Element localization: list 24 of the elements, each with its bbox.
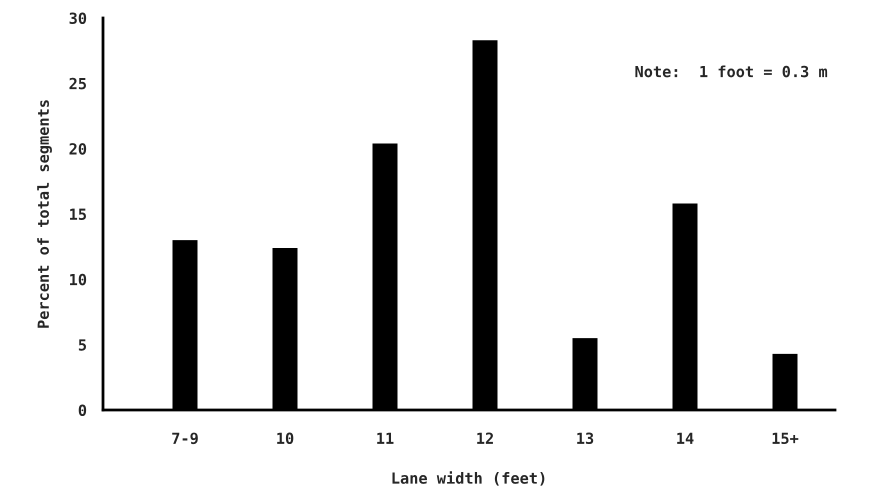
annotation: Note: 1 foot = 0.3 m bbox=[635, 65, 828, 78]
y-tick-label: 15 bbox=[70, 208, 86, 220]
bar bbox=[372, 143, 398, 410]
bar bbox=[572, 338, 598, 410]
bar bbox=[472, 40, 498, 410]
y-tick-label: 25 bbox=[69, 78, 86, 90]
bar bbox=[672, 204, 698, 410]
bar bbox=[272, 248, 298, 410]
x-tick-label: 14 bbox=[677, 432, 694, 444]
y-tick-label: 10 bbox=[70, 274, 86, 286]
x-tick-label: 10 bbox=[277, 432, 294, 444]
x-tick-label: 11 bbox=[377, 432, 394, 444]
x-tick-label: 12 bbox=[477, 432, 493, 444]
y-tick-label: 0 bbox=[78, 404, 86, 416]
y-tick-label: 20 bbox=[69, 143, 86, 155]
bar bbox=[172, 240, 198, 410]
x-tick-label: 13 bbox=[577, 432, 594, 444]
y-tick-label: 30 bbox=[70, 12, 86, 24]
x-tick-label: 15+ bbox=[772, 432, 798, 444]
x-tick-label: 7-9 bbox=[172, 432, 198, 444]
y-tick-label: 5 bbox=[78, 339, 86, 351]
bar bbox=[772, 354, 798, 410]
y-axis-title: Percent of total segments bbox=[37, 100, 52, 328]
x-axis-title: Lane width (feet) bbox=[392, 471, 544, 486]
